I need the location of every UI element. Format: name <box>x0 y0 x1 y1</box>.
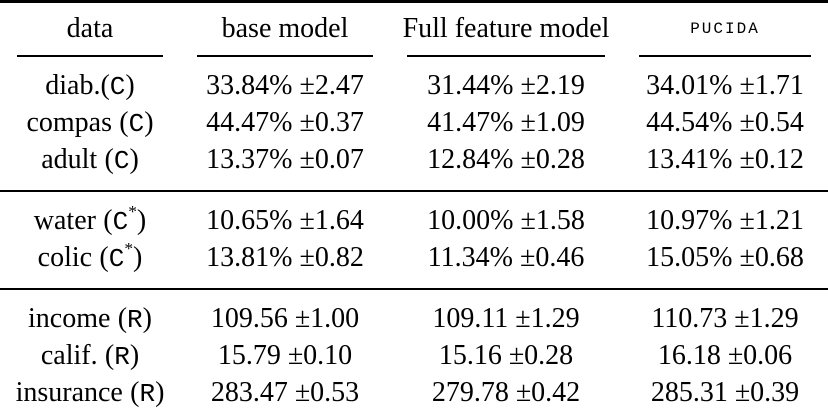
row-label: calif. (R) <box>0 338 180 375</box>
column-header-full-feature-model: Full feature model <box>390 3 622 57</box>
dataset-tag: (R) <box>117 303 152 335</box>
section-classification: diab.(C) 33.84% ±2.47 31.44% ±2.19 34.01… <box>0 57 828 190</box>
column-header-label: base model <box>221 13 349 44</box>
column-header-data: data <box>0 3 180 57</box>
value-cell: 109.56 ±1.00 <box>210 303 360 334</box>
header-cmidrule <box>407 55 605 57</box>
value-cell: 15.16 ±0.28 <box>438 340 574 371</box>
dataset-name: colic <box>37 242 93 273</box>
value-cell: 13.37% ±0.07 <box>206 144 364 175</box>
dataset-name: income <box>28 303 111 334</box>
dataset-name: diab. <box>45 70 101 101</box>
column-header-label: data <box>66 13 114 44</box>
header-row: data base model Full feature model PUCID… <box>0 3 828 57</box>
value-cell: 285.31 ±0.39 <box>650 377 800 408</box>
table-row-colic: colic (C*) 13.81% ±0.82 11.34% ±0.46 15.0… <box>0 240 828 277</box>
dataset-tag: (C) <box>104 144 139 176</box>
top-rule <box>0 0 828 3</box>
row-label: water (C*) <box>0 203 180 240</box>
table-row-calif: calif. (R) 15.79 ±0.10 15.16 ±0.28 16.18 … <box>0 338 828 375</box>
value-cell: 41.47% ±1.09 <box>427 107 585 138</box>
dataset-tag: (C*) <box>99 238 143 274</box>
value-cell: 13.41% ±0.12 <box>646 144 804 175</box>
section-classification-star: water (C*) 10.65% ±1.64 10.00% ±1.58 10.9… <box>0 192 828 288</box>
value-cell: 110.73 ±1.29 <box>651 303 799 334</box>
value-cell: 10.65% ±1.64 <box>206 205 364 236</box>
row-label: income (R) <box>0 301 180 338</box>
value-cell: 31.44% ±2.19 <box>427 70 585 101</box>
value-cell: 283.47 ±0.53 <box>210 377 360 408</box>
value-cell: 10.97% ±1.21 <box>646 205 804 236</box>
dataset-tag: (C) <box>119 107 154 139</box>
value-cell: 10.00% ±1.58 <box>427 205 585 236</box>
value-cell: 44.54% ±0.54 <box>646 107 804 138</box>
table-row-adult: adult (C) 13.37% ±0.07 12.84% ±0.28 13.41… <box>0 142 828 179</box>
row-label: insurance (R) <box>0 375 180 412</box>
section-divider <box>0 190 828 192</box>
value-cell: 12.84% ±0.28 <box>427 144 585 175</box>
dataset-tag: (R) <box>104 340 140 372</box>
header-cmidrule <box>17 55 163 57</box>
header-cmidrule <box>639 55 811 57</box>
table-row-insurance: insurance (R) 283.47 ±0.53 279.78 ±0.42 2… <box>0 375 828 412</box>
dataset-name: adult <box>41 144 98 175</box>
value-cell: 34.01% ±1.71 <box>646 70 804 101</box>
dataset-name: calif. <box>40 340 98 371</box>
column-header-label: PUCIDA <box>690 20 760 38</box>
column-header-base-model: base model <box>180 3 390 57</box>
column-header-pucida: PUCIDA <box>622 3 828 57</box>
row-label: compas (C) <box>0 105 180 142</box>
dataset-tag: (C) <box>100 70 135 102</box>
dataset-name: water <box>33 205 96 236</box>
table-row-compas: compas (C) 44.47% ±0.37 41.47% ±1.09 44.5… <box>0 105 828 142</box>
column-header-label: Full feature model <box>402 13 610 44</box>
dataset-name: insurance <box>15 377 123 408</box>
header-cmidrule <box>197 55 373 57</box>
value-cell: 33.84% ±2.47 <box>206 70 364 101</box>
row-label: adult (C) <box>0 142 180 179</box>
value-cell: 15.05% ±0.68 <box>646 242 804 273</box>
table-row-income: income (R) 109.56 ±1.00 109.11 ±1.29 110.… <box>0 301 828 338</box>
table-row-diab: diab.(C) 33.84% ±2.47 31.44% ±2.19 34.01… <box>0 68 828 105</box>
value-cell: 109.11 ±1.29 <box>432 303 580 334</box>
value-cell: 11.34% ±0.46 <box>427 242 585 273</box>
value-cell: 15.79 ±0.10 <box>217 340 353 371</box>
dataset-tag: (C*) <box>103 201 147 237</box>
table-row-water: water (C*) 10.65% ±1.64 10.00% ±1.58 10.9… <box>0 203 828 240</box>
section-divider <box>0 288 828 290</box>
row-label: diab.(C) <box>0 68 180 105</box>
section-regression: income (R) 109.56 ±1.00 109.11 ±1.29 110.… <box>0 290 828 419</box>
value-cell: 13.81% ±0.82 <box>206 242 364 273</box>
value-cell: 279.78 ±0.42 <box>431 377 581 408</box>
value-cell: 44.47% ±0.37 <box>206 107 364 138</box>
value-cell: 16.18 ±0.06 <box>657 340 793 371</box>
row-label: colic (C*) <box>0 240 180 277</box>
dataset-tag: (R) <box>130 377 165 409</box>
dataset-name: compas <box>26 107 112 138</box>
